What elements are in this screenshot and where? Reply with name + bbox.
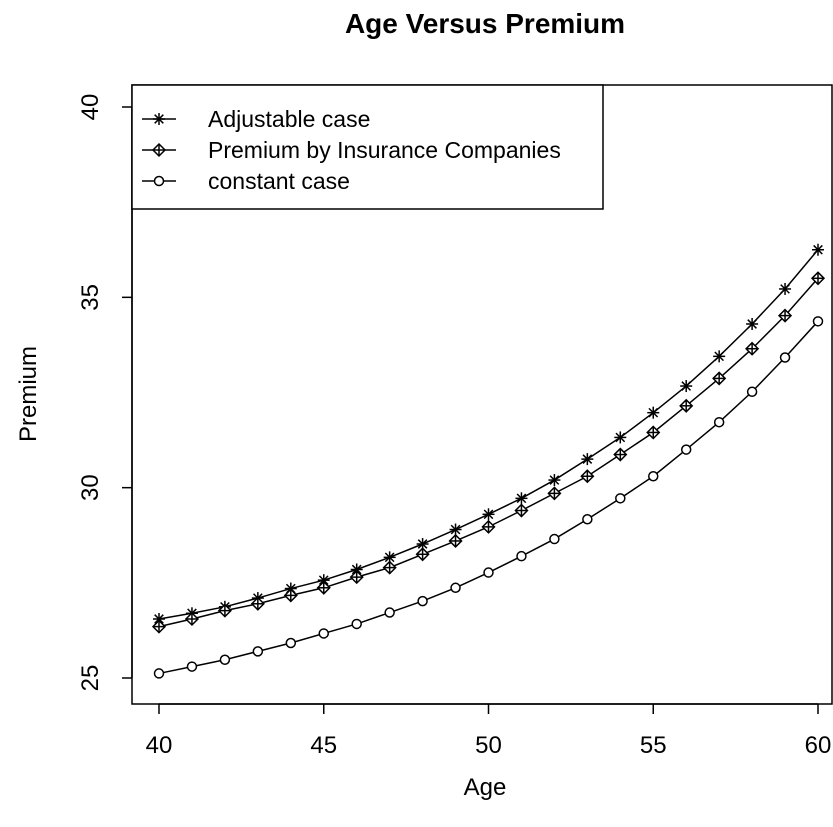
data-point: [812, 316, 824, 327]
data-point: [812, 243, 824, 256]
legend-item: Adjustable case: [142, 106, 370, 132]
data-point: [580, 469, 595, 484]
data-point: [746, 317, 759, 330]
data-point: [549, 533, 560, 545]
legend-label: Premium by Insurance Companies: [208, 137, 561, 163]
data-point: [316, 580, 331, 595]
series-line: [158, 249, 819, 620]
data-point: [184, 611, 200, 627]
data-point: [285, 637, 297, 649]
data-point: [713, 416, 725, 428]
y-tick-label: 40: [77, 94, 104, 121]
data-point: [777, 308, 793, 323]
data-point: [217, 603, 232, 618]
data-point: [450, 582, 461, 594]
data-point: [779, 282, 792, 295]
x-tick-label: 45: [310, 732, 337, 759]
x-axis: 40 45 50 55 60: [146, 703, 832, 759]
series-3: [153, 316, 824, 679]
x-tick-label: 50: [475, 732, 502, 759]
x-tick-label: 40: [146, 732, 173, 759]
data-point: [283, 588, 298, 603]
data-point: [151, 142, 167, 158]
data-point: [382, 560, 397, 575]
data-point: [349, 570, 364, 585]
data-point: [648, 470, 659, 482]
series-layer: [151, 243, 826, 679]
legend-label: constant case: [208, 168, 350, 194]
data-point: [582, 514, 593, 525]
data-point: [614, 431, 627, 444]
legend-item: constant case: [142, 168, 350, 194]
data-point: [153, 175, 165, 187]
data-point: [810, 271, 826, 286]
data-point: [416, 538, 429, 551]
data-point: [712, 371, 727, 386]
data-point: [317, 574, 330, 587]
y-axis-label: Premium: [15, 346, 42, 442]
data-point: [615, 493, 626, 504]
data-point: [647, 406, 660, 419]
y-axis: 25 30 35 40: [77, 94, 133, 692]
data-point: [151, 619, 167, 634]
data-point: [613, 447, 628, 462]
data-point: [153, 113, 165, 125]
data-point: [250, 596, 265, 611]
data-point: [483, 567, 494, 578]
legend-label: Adjustable case: [208, 106, 370, 132]
x-tick-label: 55: [640, 732, 667, 759]
chart-title: Age Versus Premium: [345, 8, 625, 39]
data-point: [746, 386, 758, 397]
data-point: [186, 661, 198, 672]
data-point: [547, 486, 562, 501]
data-point: [515, 492, 528, 505]
y-tick-label: 25: [77, 665, 104, 692]
data-point: [646, 425, 661, 440]
series-2: [151, 271, 826, 634]
x-axis-label: Age: [464, 774, 507, 801]
y-tick-label: 35: [77, 284, 104, 311]
data-point: [448, 533, 463, 549]
data-point: [680, 444, 692, 455]
data-point: [779, 352, 791, 363]
data-point: [153, 612, 165, 625]
data-point: [713, 350, 726, 363]
data-point: [449, 523, 462, 536]
data-point: [516, 550, 527, 562]
data-point: [318, 628, 329, 639]
data-point: [384, 607, 395, 618]
data-point: [417, 595, 428, 607]
data-point: [514, 503, 529, 518]
data-point: [252, 646, 264, 657]
data-point: [745, 341, 760, 356]
data-point: [482, 508, 495, 521]
y-tick-label: 30: [77, 474, 104, 501]
data-point: [679, 398, 694, 413]
data-point: [219, 654, 231, 665]
data-point: [548, 474, 561, 487]
data-point: [351, 618, 362, 630]
data-point: [415, 547, 430, 562]
legend: Adjustable case Premium by Insurance Comp…: [131, 84, 604, 210]
x-tick-label: 60: [805, 732, 832, 759]
data-point: [481, 519, 496, 534]
data-point: [680, 380, 693, 393]
legend-box: [131, 84, 604, 210]
data-point: [153, 668, 165, 679]
legend-item: Premium by Insurance Companies: [142, 137, 561, 163]
data-point: [581, 453, 594, 466]
